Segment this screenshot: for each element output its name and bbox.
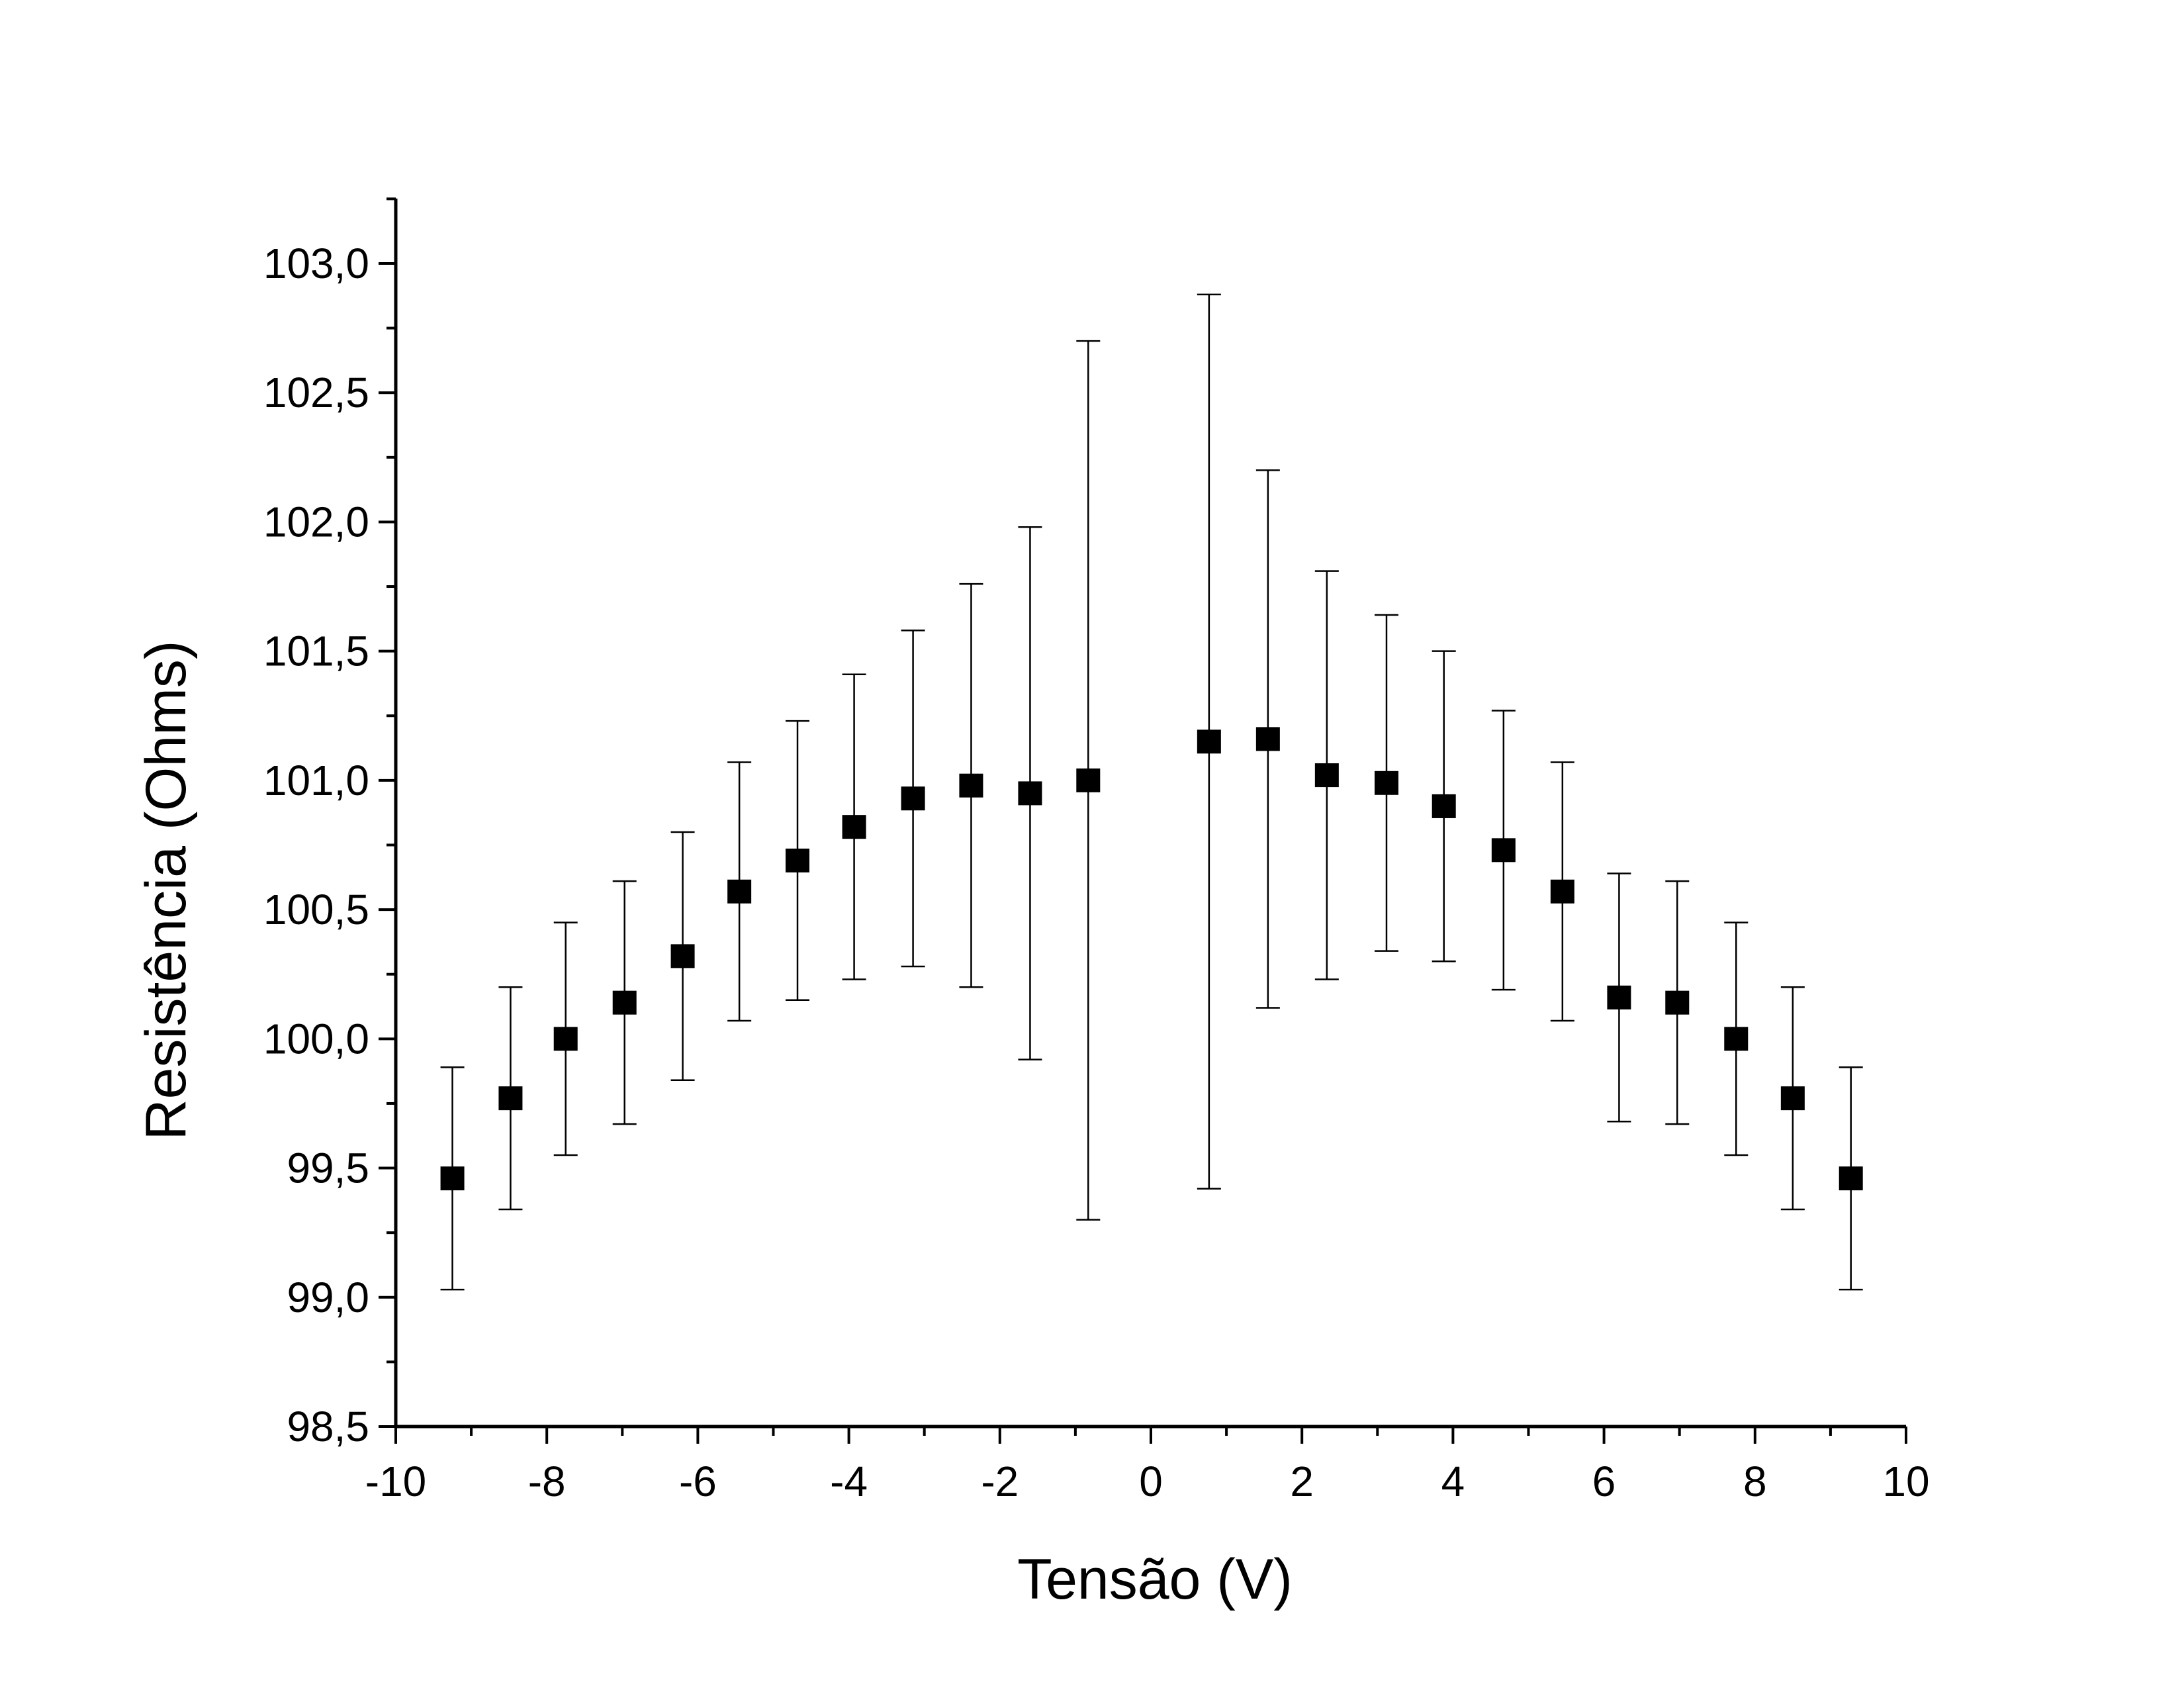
data-points: [440, 727, 1863, 1191]
x-tick-label: 4: [1441, 1458, 1465, 1505]
data-point: [1550, 879, 1574, 904]
data-point: [1724, 1027, 1749, 1051]
y-tick-label: 102,0: [263, 498, 369, 545]
data-point: [498, 1086, 523, 1111]
x-tick-label: -6: [679, 1458, 717, 1505]
data-point: [1780, 1086, 1805, 1111]
x-tick-label: 2: [1290, 1458, 1314, 1505]
x-tick-label: -4: [830, 1458, 868, 1505]
y-tick-label: 98,5: [287, 1403, 369, 1450]
x-tick-label: 0: [1139, 1458, 1163, 1505]
data-point: [959, 773, 983, 798]
y-tick-label: 99,0: [287, 1274, 369, 1321]
data-point: [1076, 768, 1101, 792]
data-point: [1018, 781, 1042, 806]
data-point: [1374, 771, 1398, 795]
data-point: [842, 815, 866, 839]
y-tick-label: 101,5: [263, 628, 369, 675]
data-point: [1255, 727, 1280, 751]
x-tick-label: 10: [1882, 1458, 1929, 1505]
data-point: [612, 990, 637, 1015]
x-axis-title: Tensão (V): [1017, 1548, 1293, 1611]
y-tick-label: 103,0: [263, 240, 369, 287]
x-tick-label: -10: [365, 1458, 427, 1505]
data-point: [1607, 985, 1631, 1009]
data-point: [901, 786, 925, 811]
data-point: [440, 1166, 465, 1191]
error-bars: [440, 293, 1863, 1291]
y-axis-title: Resistência (Ohms): [134, 640, 198, 1140]
data-point: [1491, 838, 1516, 863]
y-tick-label: 99,5: [287, 1145, 369, 1192]
data-point: [1432, 794, 1456, 818]
x-tick-label: -2: [981, 1458, 1019, 1505]
data-point: [1197, 729, 1221, 754]
x-tick-label: -8: [528, 1458, 566, 1505]
y-tick-label: 102,5: [263, 369, 369, 416]
data-point: [1314, 763, 1339, 788]
data-point: [1839, 1166, 1863, 1191]
y-tick-label: 101,0: [263, 757, 369, 804]
data-point: [1665, 990, 1690, 1015]
data-point: [786, 848, 810, 872]
x-tick-label: 6: [1592, 1458, 1616, 1505]
data-point: [553, 1027, 578, 1051]
axes: [379, 197, 1907, 1444]
data-point: [727, 879, 752, 904]
y-tick-label: 100,0: [263, 1015, 369, 1062]
y-tick-label: 100,5: [263, 886, 369, 933]
data-point: [670, 944, 695, 968]
tick-labels: -10 -8 -6 -4 -2 0 2 4 6 8 10 98,5 99,0 99,5 100,0 100,5…: [263, 240, 1930, 1505]
x-tick-label: 8: [1743, 1458, 1767, 1505]
